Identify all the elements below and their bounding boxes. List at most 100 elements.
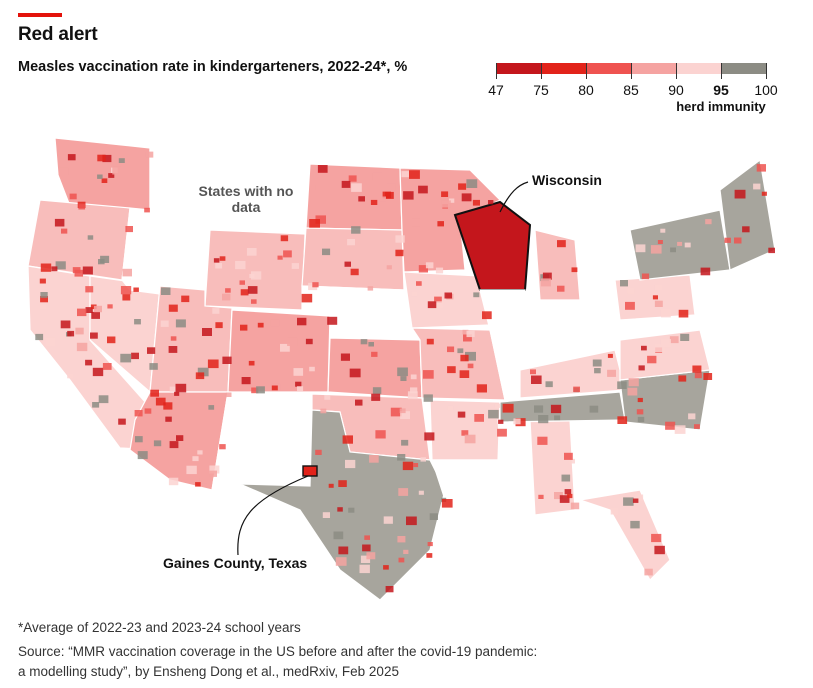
county-cell	[537, 436, 548, 445]
gaines-leader-line	[237, 475, 309, 556]
county-cell	[473, 292, 480, 298]
county-cell	[120, 286, 132, 295]
county-cell	[654, 545, 665, 555]
county-cell	[370, 199, 378, 205]
county-cell	[291, 263, 299, 269]
county-cell	[607, 353, 613, 358]
county-cell	[652, 295, 658, 300]
county-cell	[324, 395, 331, 400]
county-cell	[538, 494, 544, 499]
county-cell	[559, 495, 570, 503]
legend-bin-90-95	[676, 63, 721, 74]
county-cell	[85, 359, 93, 366]
county-cell	[464, 434, 476, 444]
county-cell	[122, 268, 132, 277]
county-cell	[293, 368, 304, 376]
state-new-mexico	[211, 391, 313, 491]
county-cell	[502, 403, 514, 413]
county-cell	[753, 183, 761, 190]
county-cell	[351, 183, 362, 192]
county-cell	[137, 451, 148, 460]
county-cell	[75, 327, 84, 335]
state-georgia	[569, 419, 641, 501]
state-indiana	[529, 299, 569, 371]
county-cell	[554, 492, 563, 500]
county-cell	[122, 294, 131, 301]
county-cell	[660, 339, 671, 348]
county-cell	[650, 245, 662, 254]
county-cell	[641, 345, 647, 351]
county-cell	[386, 183, 396, 191]
county-cell	[338, 480, 347, 487]
county-cell	[305, 338, 313, 345]
county-cell	[589, 405, 599, 413]
county-cell	[734, 237, 742, 244]
county-cell	[251, 299, 257, 304]
county-cell	[669, 336, 679, 344]
legend-bin-47-75	[496, 63, 541, 74]
county-cell	[557, 240, 566, 248]
county-cell	[67, 373, 73, 379]
county-cell	[199, 477, 207, 484]
county-cell	[694, 372, 702, 379]
county-cell	[397, 454, 406, 461]
county-cell	[434, 296, 442, 303]
county-cell	[434, 301, 443, 308]
county-cell	[540, 278, 551, 287]
county-cell	[212, 308, 220, 314]
county-cell	[77, 308, 87, 317]
county-cell	[213, 258, 220, 263]
county-cell	[160, 320, 169, 327]
county-cell	[118, 158, 125, 163]
state-arkansas	[429, 399, 501, 461]
county-cell	[295, 381, 302, 387]
county-cell	[315, 215, 326, 224]
county-cell	[240, 324, 248, 331]
county-cell	[338, 546, 349, 555]
county-cell	[350, 268, 359, 276]
county-cell	[195, 372, 205, 380]
county-cell	[435, 267, 444, 274]
county-cell	[163, 402, 173, 410]
county-cell	[420, 457, 426, 462]
county-cell	[135, 436, 143, 443]
county-cell	[534, 405, 544, 413]
county-cell	[358, 196, 365, 202]
county-cell	[488, 409, 499, 419]
county-cell	[35, 333, 44, 341]
county-cell	[309, 366, 315, 372]
county-cell	[542, 272, 552, 280]
county-cell	[144, 408, 152, 414]
county-cell	[209, 470, 217, 477]
county-cell	[688, 413, 696, 420]
wisconsin-leader-line	[499, 181, 529, 213]
county-cell	[125, 226, 133, 233]
county-cell	[101, 178, 108, 183]
county-cell	[348, 175, 357, 182]
county-cell	[463, 334, 472, 342]
legend-tick-label: 95	[713, 82, 729, 98]
us-county-map	[27, 137, 776, 600]
county-cell	[102, 154, 112, 163]
county-cell	[705, 219, 712, 225]
county-cell	[437, 221, 444, 227]
county-cell	[724, 237, 731, 243]
gaines-county-marker	[302, 465, 318, 477]
county-cell	[362, 544, 371, 552]
state-washington	[54, 137, 151, 211]
state-texas	[239, 409, 446, 600]
county-cell	[277, 255, 283, 260]
county-cell	[364, 535, 370, 540]
county-cell	[395, 235, 405, 243]
county-cell	[90, 304, 97, 310]
county-cell	[61, 228, 68, 234]
county-cell	[239, 280, 245, 285]
county-cell	[219, 256, 226, 261]
county-cell	[474, 414, 484, 422]
county-cell	[756, 164, 766, 172]
county-cell	[366, 552, 376, 560]
county-cell	[351, 226, 361, 234]
county-cell	[398, 488, 409, 496]
county-cell	[448, 198, 455, 203]
county-speckles	[35, 151, 775, 593]
